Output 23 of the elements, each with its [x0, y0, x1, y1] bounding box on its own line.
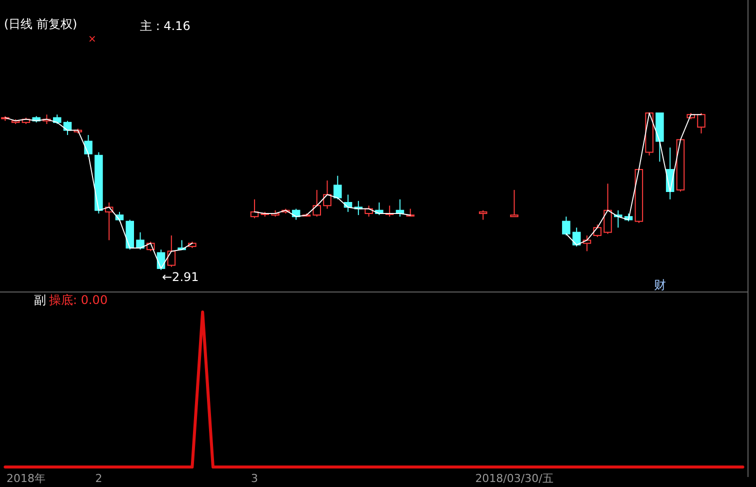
candlestick: [323, 180, 332, 210]
candlestick: [593, 224, 602, 238]
x-tick-label: 2018/03/30/五: [475, 472, 554, 485]
text: 主 : 4.16: [140, 19, 190, 33]
candlestick: [312, 189, 321, 218]
candlestick: [478, 210, 488, 220]
chart-subtitle: 操底: 0.00: [49, 293, 108, 307]
annotation: ←2.91: [162, 270, 199, 284]
x-tick-label: 2018年: [6, 472, 46, 485]
candlestick: [334, 175, 342, 200]
x-tick-label: 3: [251, 472, 258, 485]
chart-title: 副: [34, 293, 46, 307]
candlestick: [167, 234, 176, 268]
x-tick-label: 2: [95, 472, 102, 485]
candlestick: [604, 183, 612, 234]
candlestick: [562, 216, 570, 236]
chart-title: (日线 前复权): [4, 17, 78, 31]
candlestick: [53, 114, 62, 124]
candlestick: [136, 232, 144, 250]
text: 财: [654, 278, 666, 292]
candlestick: [697, 112, 706, 134]
candlestick: [510, 189, 518, 218]
text: ×: [88, 34, 96, 45]
